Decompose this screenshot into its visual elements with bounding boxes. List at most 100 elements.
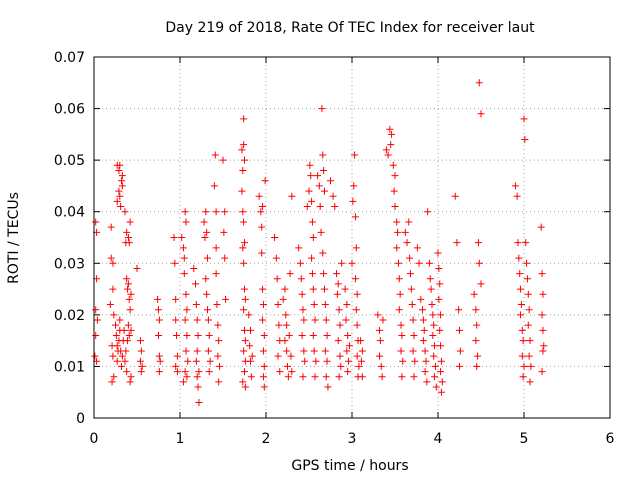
data-point	[173, 368, 181, 376]
data-point	[539, 290, 547, 298]
data-point	[259, 203, 267, 211]
data-point	[415, 259, 423, 267]
data-point	[430, 321, 438, 329]
data-point	[335, 373, 343, 381]
data-point	[309, 234, 317, 241]
data-point	[410, 373, 418, 381]
data-point	[320, 187, 328, 195]
data-point	[307, 172, 315, 180]
data-point	[173, 331, 181, 339]
data-point	[475, 259, 483, 267]
data-point	[473, 321, 481, 329]
data-point	[358, 347, 366, 355]
data-point	[511, 182, 519, 190]
data-point	[323, 331, 331, 339]
data-point	[121, 357, 129, 365]
data-point	[538, 270, 546, 278]
data-point	[389, 161, 397, 169]
data-point	[107, 254, 115, 262]
data-point	[136, 357, 144, 365]
data-point	[382, 146, 390, 154]
data-point	[421, 347, 429, 355]
data-point	[311, 373, 319, 381]
data-point	[288, 192, 296, 200]
data-point	[419, 316, 427, 324]
data-point	[312, 357, 320, 365]
data-point	[93, 316, 101, 324]
data-point	[241, 337, 249, 345]
data-point	[344, 368, 352, 376]
data-point	[240, 115, 248, 123]
x-tick-label: 3	[348, 431, 357, 447]
data-point	[247, 357, 255, 365]
data-point	[429, 331, 437, 339]
data-point	[477, 110, 485, 118]
data-point	[190, 264, 198, 272]
data-point	[527, 362, 535, 370]
data-point	[524, 290, 532, 298]
data-point	[194, 383, 202, 391]
data-point	[212, 244, 220, 252]
data-point	[377, 362, 385, 370]
data-point	[455, 306, 463, 314]
data-point	[124, 337, 132, 345]
data-point	[239, 166, 247, 174]
data-point	[410, 331, 418, 339]
data-point	[172, 316, 180, 324]
data-point	[378, 373, 386, 381]
data-point	[477, 280, 485, 288]
data-point	[309, 331, 317, 339]
data-point	[283, 347, 291, 355]
data-point	[403, 239, 411, 247]
data-point	[204, 347, 212, 355]
data-point	[113, 197, 121, 205]
data-point	[92, 331, 100, 339]
data-point	[281, 337, 289, 345]
data-point	[417, 295, 425, 303]
data-point	[474, 239, 482, 247]
data-point	[393, 218, 401, 226]
data-point	[118, 352, 126, 360]
data-point	[118, 172, 126, 180]
data-point	[296, 259, 304, 267]
data-point	[386, 125, 394, 133]
data-point	[425, 259, 433, 267]
data-point	[395, 275, 403, 283]
data-point	[92, 306, 100, 314]
data-point	[519, 373, 527, 381]
data-point	[205, 368, 213, 376]
data-point	[241, 239, 248, 247]
data-point	[456, 326, 463, 334]
y-tick-label: 0.07	[54, 50, 85, 66]
data-point	[239, 208, 247, 216]
data-point	[306, 161, 314, 169]
data-point	[200, 218, 208, 226]
data-point	[429, 311, 437, 319]
data-point	[431, 342, 439, 350]
data-point	[125, 239, 133, 247]
data-point	[297, 275, 305, 283]
data-point	[398, 373, 406, 381]
data-point	[172, 362, 180, 370]
data-point	[388, 130, 396, 138]
data-point	[155, 316, 163, 324]
data-point	[172, 295, 180, 303]
data-point	[154, 295, 162, 303]
data-point	[202, 275, 210, 283]
data-point	[422, 357, 430, 365]
data-point	[155, 306, 162, 314]
data-point	[300, 316, 308, 324]
data-point	[181, 368, 189, 376]
data-point	[173, 352, 181, 360]
data-point	[336, 321, 344, 329]
data-point	[221, 208, 229, 216]
data-point	[183, 306, 191, 314]
data-point	[387, 141, 395, 149]
data-point	[259, 316, 267, 324]
data-point	[216, 362, 224, 370]
data-point	[215, 378, 223, 386]
data-point	[171, 259, 179, 267]
data-point	[420, 326, 428, 334]
data-point	[353, 352, 361, 360]
data-point	[430, 352, 438, 360]
